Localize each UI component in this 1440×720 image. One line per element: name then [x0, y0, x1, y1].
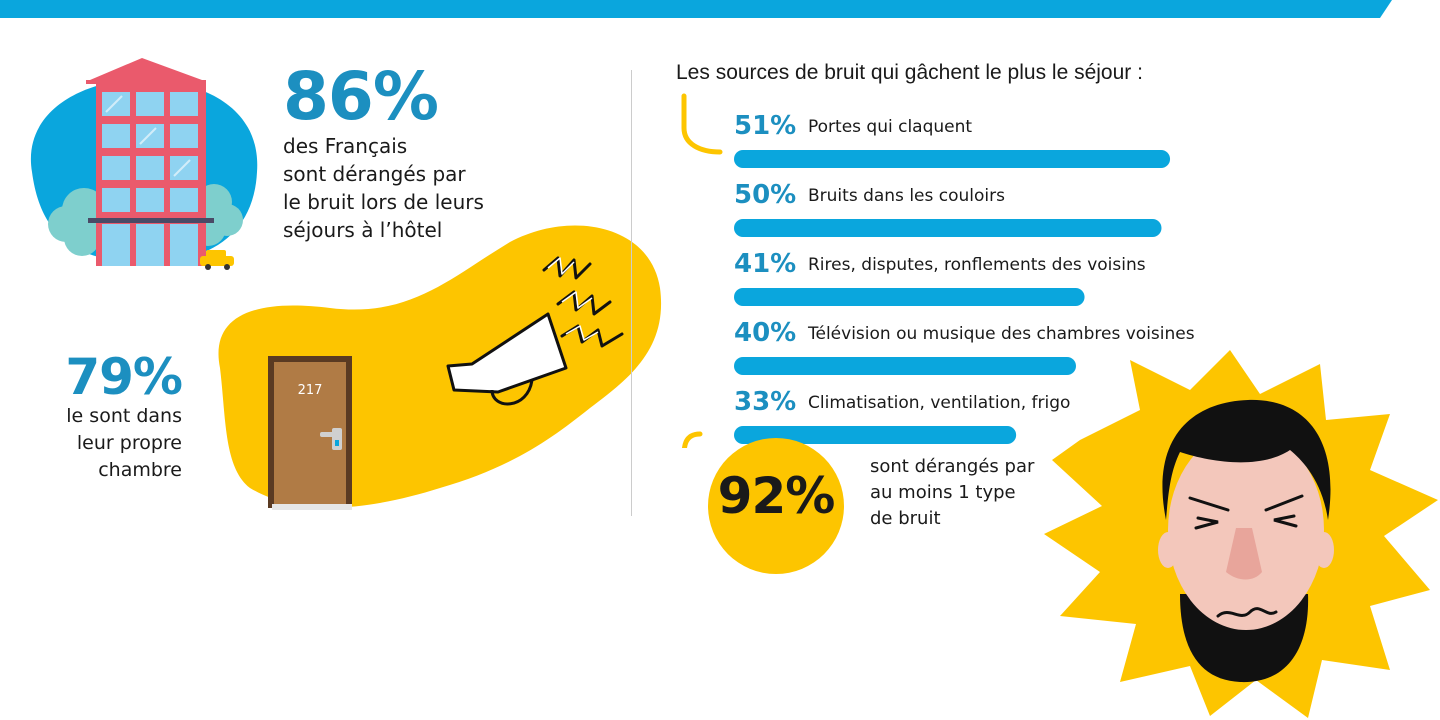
bar-category-label: Rires, disputes, ronflements des voisins — [808, 255, 1146, 275]
door-number: 217 — [298, 383, 323, 398]
bar-value-label: 33% — [734, 387, 796, 417]
stat-79-value: 79% — [65, 348, 183, 406]
hotel-illustration — [30, 58, 258, 270]
stat-86-line: sont dérangés par — [283, 162, 466, 186]
section-divider — [631, 70, 632, 516]
megaphone-icon — [446, 312, 568, 406]
bar — [734, 357, 1076, 375]
stat-92-value: 92% — [717, 467, 836, 525]
door-megaphone-illustration: 217 — [218, 225, 662, 510]
annoyed-face-illustration — [1044, 350, 1438, 718]
bar-value-label: 41% — [734, 249, 796, 279]
bar-value-label: 51% — [734, 111, 796, 141]
stat-86-line: des Français — [283, 134, 408, 158]
bar-category-label: Bruits dans les couloirs — [808, 186, 1005, 206]
bar — [734, 288, 1085, 306]
stat-79-description: le sont dans leur propre chambre — [0, 403, 182, 484]
bar-category-label: Télévision ou musique des chambres voisi… — [807, 324, 1195, 344]
bar-category-label: Climatisation, ventilation, frigo — [808, 393, 1070, 413]
stat-92-circle — [708, 438, 844, 574]
noise-sources-bar-chart: 51% Portes qui claquent 50% Bruits dans les… — [681, 93, 1195, 448]
stat-86-line: le bruit lors de leurs — [283, 190, 484, 214]
stat-79-line: leur propre — [76, 432, 182, 454]
bar-value-label: 50% — [734, 180, 796, 210]
top-banner — [0, 0, 1440, 18]
stat-92-line: au moins 1 type — [870, 482, 1016, 503]
bar — [734, 150, 1171, 168]
stat-86-value: 86% — [283, 58, 439, 135]
bar — [734, 426, 1017, 444]
stat-86-line: séjours à l’hôtel — [283, 218, 443, 242]
stat-92-description: sont dérangés par au moins 1 type de bru… — [870, 454, 1090, 532]
stat-86-description: des Français sont dérangés par le bruit … — [283, 132, 523, 244]
accent-bracket-bottom — [681, 431, 703, 448]
accent-bracket-top — [681, 93, 723, 155]
stat-92-line: de bruit — [870, 508, 941, 529]
chart-title: Les sources de bruit qui gâchent le plus… — [676, 61, 1143, 84]
stat-79-line: le sont dans — [66, 405, 182, 427]
bar — [734, 219, 1162, 237]
stat-92-line: sont dérangés par — [870, 456, 1035, 477]
bar-value-label: 40% — [734, 318, 796, 348]
stat-79-line: chambre — [98, 459, 182, 481]
bar-category-label: Portes qui claquent — [808, 117, 972, 137]
